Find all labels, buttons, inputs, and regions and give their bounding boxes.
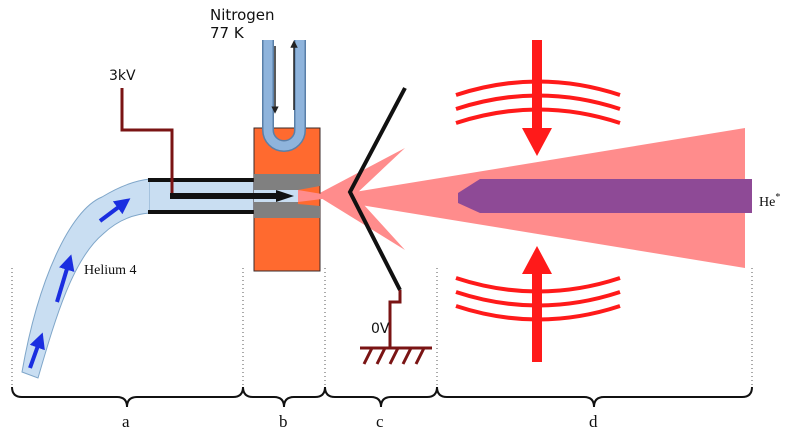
brace-a	[11, 386, 244, 408]
focusing-arrow-down	[522, 40, 552, 156]
focusing-arrow-up	[522, 246, 552, 362]
voltage-ground-label: 0V	[371, 321, 390, 337]
flow-arrow	[28, 332, 45, 369]
product-label: He*	[759, 192, 780, 210]
nitrogen-label: Nitrogen	[210, 6, 275, 24]
expansion-plume	[316, 148, 405, 250]
electrode-wire	[120, 88, 174, 196]
section-label-a: a	[122, 412, 130, 431]
helium-flow-arrows	[28, 198, 131, 369]
product-label-superscript: *	[775, 192, 780, 203]
helium-tube	[21, 178, 151, 379]
electrode-tip	[276, 190, 294, 202]
flow-arrow	[55, 254, 75, 303]
section-label-c: c	[376, 412, 384, 431]
nitrogen-temperature-label: 77 K	[210, 24, 245, 42]
nozzle-exit	[298, 190, 322, 202]
helium-source-label: Helium 4	[84, 263, 137, 278]
metastable-core	[458, 179, 752, 213]
brace-c	[324, 386, 438, 408]
product-label-text: He	[759, 195, 775, 210]
section-label-d: d	[589, 412, 598, 431]
skimmer	[347, 87, 407, 291]
brace-d	[436, 386, 753, 408]
voltage-high-label: 3kV	[109, 68, 136, 84]
flow-arrow	[98, 198, 131, 223]
brace-b	[242, 386, 326, 408]
section-braces	[11, 386, 753, 408]
ground-connection	[360, 290, 432, 365]
section-label-b: b	[279, 412, 288, 431]
